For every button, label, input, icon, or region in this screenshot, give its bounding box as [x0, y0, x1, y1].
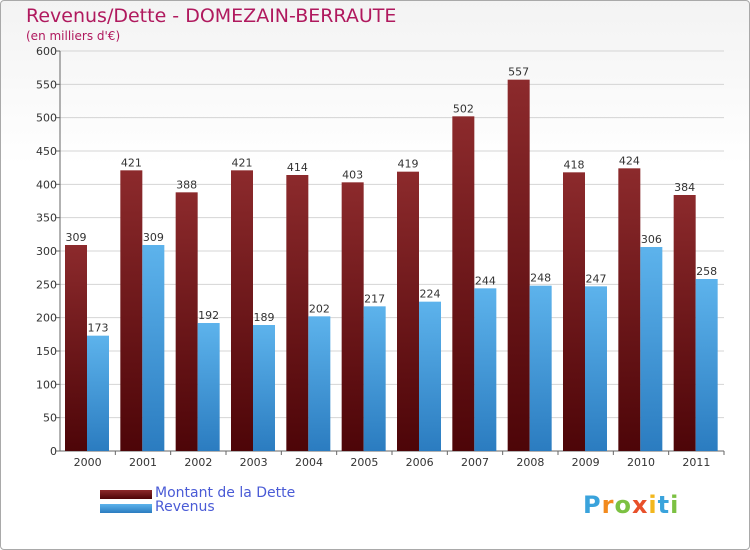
legend-label-revenue: Revenus	[155, 499, 215, 515]
bar-revenue	[419, 301, 441, 451]
logo-letter: i	[670, 491, 680, 519]
bar-debt	[452, 116, 475, 451]
x-tick-label: 2007	[461, 456, 489, 469]
bar-revenue	[695, 279, 718, 451]
bar-revenue	[87, 335, 109, 451]
data-label-revenue: 248	[530, 272, 551, 285]
bar-debt	[507, 79, 530, 452]
bars	[65, 79, 718, 452]
legend-swatch-debt	[100, 490, 152, 499]
bar-debt	[341, 182, 364, 452]
data-label-revenue: 202	[309, 302, 330, 315]
x-tick-label: 2008	[516, 456, 544, 469]
x-tick-label: 2000	[74, 456, 102, 469]
bar-debt	[120, 170, 143, 452]
bar-debt	[65, 245, 87, 451]
data-label-revenue: 247	[586, 272, 607, 285]
bar-revenue	[308, 316, 331, 451]
grid-lines	[60, 50, 724, 452]
chart-subtitle: (en milliers d'€)	[26, 29, 121, 43]
data-label-revenue: 192	[198, 309, 219, 322]
data-label-debt: 421	[121, 156, 142, 169]
bar-debt	[175, 192, 198, 452]
bar-debt	[231, 170, 253, 452]
data-label-revenue: 244	[475, 274, 496, 287]
logo-letter: x	[631, 491, 649, 519]
data-label-debt: 419	[398, 158, 419, 171]
data-label-revenue: 173	[88, 322, 109, 335]
data-label-revenue: 217	[364, 292, 385, 305]
data-label-revenue: 189	[254, 311, 275, 324]
y-tick-label: 350	[36, 212, 57, 225]
x-tick-label: 2002	[184, 456, 212, 469]
y-tick-label: 250	[36, 278, 57, 291]
bar-debt	[397, 171, 419, 451]
bar-revenue	[363, 306, 386, 451]
legend-label-debt: Montant de la Dette	[155, 485, 296, 501]
y-tick-label: 50	[43, 412, 57, 425]
proxiti-logo: Proxiti	[583, 491, 679, 519]
data-label-debt: 418	[564, 158, 585, 171]
x-tick-label: 2009	[572, 456, 600, 469]
bar-revenue	[474, 288, 497, 451]
data-label-debt: 403	[342, 168, 363, 181]
data-label-debt: 557	[508, 66, 529, 79]
x-tick-label: 2010	[627, 456, 655, 469]
data-label-revenue: 306	[641, 233, 662, 246]
bar-debt	[618, 168, 641, 452]
x-tick-label: 2003	[240, 456, 268, 469]
bar-revenue	[529, 285, 552, 451]
y-tick-label: 150	[36, 345, 57, 358]
logo-letter: o	[614, 491, 632, 519]
y-tick-label: 200	[36, 312, 57, 325]
x-tick-label: 2005	[350, 456, 378, 469]
bar-revenue	[253, 325, 275, 451]
x-tick-label: 2001	[129, 456, 157, 469]
data-label-revenue: 258	[696, 265, 717, 278]
data-label-debt: 424	[619, 154, 640, 167]
data-label-debt: 502	[453, 102, 474, 115]
data-label-debt: 384	[674, 181, 695, 194]
y-tick-label: 550	[36, 78, 57, 91]
logo-letter: t	[657, 491, 671, 519]
bar-revenue	[585, 286, 607, 451]
chart-title: Revenus/Dette - DOMEZAIN-BERRAUTE	[26, 5, 397, 27]
data-label-debt: 421	[232, 156, 253, 169]
data-label-revenue: 309	[143, 231, 164, 244]
x-tick-label: 2011	[682, 456, 710, 469]
x-tick-label: 2004	[295, 456, 323, 469]
logo-letter: i	[648, 491, 658, 519]
x-tick-label: 2006	[406, 456, 434, 469]
bar-revenue	[142, 245, 165, 451]
y-tick-label: 500	[36, 112, 57, 125]
y-tick-label: 100	[36, 378, 57, 391]
bar-revenue	[197, 323, 220, 451]
data-label-debt: 309	[66, 231, 87, 244]
bar-debt	[563, 172, 585, 452]
logo-letter: r	[601, 491, 615, 519]
legend-swatch-revenue	[100, 504, 152, 513]
y-tick-label: 300	[36, 245, 57, 258]
data-label-debt: 414	[287, 161, 308, 174]
y-tick-label: 600	[36, 45, 57, 58]
bar-debt	[673, 195, 696, 451]
data-labels: 309 173 421 309 388 192 421 189 414 202 403 217 419 2…	[66, 66, 718, 335]
bar-debt	[286, 175, 309, 451]
y-tick-label: 400	[36, 178, 57, 191]
y-tick-label: 450	[36, 145, 57, 158]
bar-revenue	[640, 247, 663, 451]
axes: 0 50 100 150 200 250 300 350 400 450 500 550 600 2000…	[36, 45, 725, 469]
y-tick-label: 0	[50, 445, 57, 458]
data-label-revenue: 224	[420, 288, 441, 301]
data-label-debt: 388	[176, 178, 197, 191]
logo-letter: P	[583, 491, 602, 519]
